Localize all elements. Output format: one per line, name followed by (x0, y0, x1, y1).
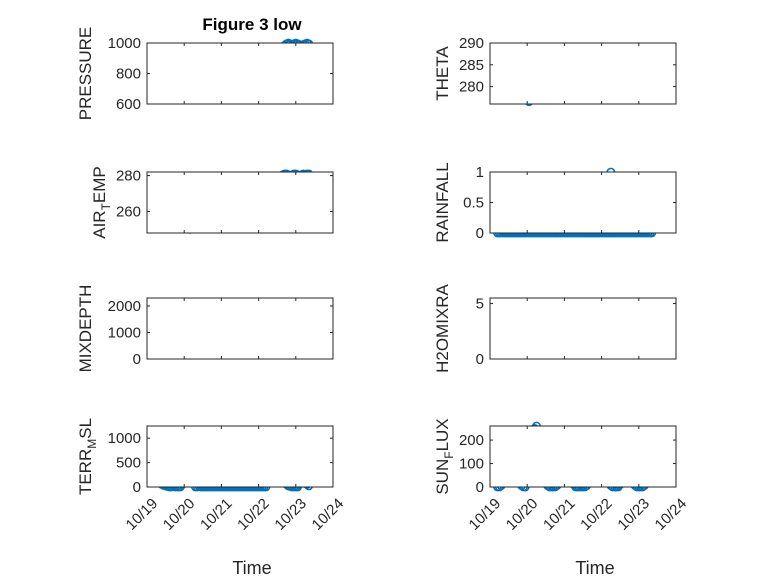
axes-box (146, 425, 334, 488)
y-tick-label: 280 (459, 79, 484, 96)
y-tick-label: 1000 (108, 35, 141, 52)
y-tick-label: 285 (459, 57, 484, 74)
y-tick-label: 500 (116, 455, 141, 472)
x-tick-label: 10/21 (540, 495, 579, 534)
y-axis-label: PRESSURE (76, 27, 95, 121)
y-axis-label: TERRMSL (76, 418, 99, 495)
y-axis-label: H2OMIXRA (433, 283, 452, 372)
subplot-mixdepth: 0 1000 2000 MIXDEPTH (76, 285, 334, 373)
y-tick-label: 800 (116, 66, 141, 83)
axes-box (489, 425, 677, 488)
x-tick-label: 10/19 (123, 495, 162, 534)
axes-box (146, 42, 334, 105)
x-tick-label: 10/22 (577, 495, 616, 534)
y-tick-label: 1000 (108, 430, 141, 447)
subplot-terr-msl: 0 500 1000 TERRMSL 10/1910/2010/2110/2210/23… (76, 418, 347, 534)
figure-title: Figure 3 low (202, 15, 302, 34)
y-axis-label: RAINFALL (433, 162, 452, 242)
subplot-pressure: 600 800 1000 PRESSURE (76, 27, 334, 121)
y-tick-label: 0 (133, 479, 141, 496)
y-tick-label: 0 (476, 225, 484, 242)
y-axis-label: MIXDEPTH (76, 285, 95, 373)
subplot-h2omixra: 0 5 H2OMIXRA (433, 283, 677, 373)
x-tick-label: 10/19 (466, 495, 505, 534)
y-tick-label: 1 (476, 164, 484, 181)
x-tick-label: 10/20 (160, 495, 199, 534)
y-tick-label: 200 (459, 432, 484, 449)
y-tick-label: 0.5 (463, 195, 484, 212)
y-axis-label: SUNFLUX (433, 418, 456, 494)
y-tick-label: 2000 (108, 298, 141, 315)
x-tick-label: 10/24 (652, 495, 691, 534)
y-tick-label: 0 (476, 479, 484, 496)
subplot-rainfall: 0 0.5 1 RAINFALL (433, 162, 677, 243)
y-tick-label: 100 (459, 456, 484, 473)
x-tick-label: 10/24 (309, 495, 348, 534)
y-tick-label: 260 (116, 203, 141, 220)
y-tick-label: 1000 (108, 324, 141, 341)
x-tick-label: 10/22 (234, 495, 273, 534)
y-axis-label: AIRTEMP (90, 166, 113, 239)
x-axis-label-right: Time (575, 558, 614, 578)
x-tick-label: 10/20 (503, 495, 542, 534)
subplot-theta: 280 285 290 THETA (433, 35, 677, 107)
y-tick-label: 290 (459, 35, 484, 52)
y-tick-label: 280 (116, 168, 141, 185)
x-tick-label: 10/23 (614, 495, 653, 534)
axes-box (489, 42, 677, 105)
y-axis-label: THETA (433, 46, 452, 101)
y-tick-label: 600 (116, 96, 141, 113)
axes-box (489, 171, 677, 234)
axes-box (489, 297, 677, 360)
x-tick-label: 10/21 (197, 495, 236, 534)
y-tick-label: 0 (476, 351, 484, 368)
x-tick-label: 10/23 (271, 495, 310, 534)
y-tick-label: 5 (476, 296, 484, 313)
axes-box (146, 171, 334, 234)
y-tick-label: 0 (133, 351, 141, 368)
axes-box (146, 297, 334, 360)
x-axis-label-left: Time (232, 558, 271, 578)
